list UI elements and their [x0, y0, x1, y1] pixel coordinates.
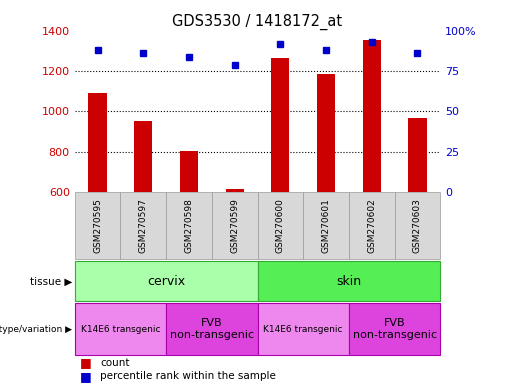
Text: K14E6 transgenic: K14E6 transgenic	[264, 325, 343, 334]
Bar	[271, 58, 289, 192]
Text: ■: ■	[80, 370, 92, 383]
Text: GSM270600: GSM270600	[276, 198, 285, 253]
Text: GSM270597: GSM270597	[139, 198, 148, 253]
Text: percentile rank within the sample: percentile rank within the sample	[100, 371, 277, 381]
Text: GSM270602: GSM270602	[367, 198, 376, 253]
Text: FVB
non-transgenic: FVB non-transgenic	[170, 318, 254, 340]
Text: GDS3530 / 1418172_at: GDS3530 / 1418172_at	[173, 13, 342, 30]
Text: cervix: cervix	[147, 275, 185, 288]
Bar	[134, 121, 152, 192]
Text: K14E6 transgenic: K14E6 transgenic	[81, 325, 160, 334]
Text: genotype/variation ▶: genotype/variation ▶	[0, 325, 72, 334]
Text: GSM270599: GSM270599	[230, 198, 239, 253]
Text: tissue ▶: tissue ▶	[30, 276, 72, 286]
Bar	[226, 189, 244, 192]
Text: GSM270598: GSM270598	[184, 198, 194, 253]
Bar	[89, 93, 107, 192]
Text: ■: ■	[80, 356, 92, 369]
Bar	[363, 40, 381, 192]
Text: GSM270603: GSM270603	[413, 198, 422, 253]
Bar	[317, 74, 335, 192]
Bar	[408, 118, 426, 192]
Text: FVB
non-transgenic: FVB non-transgenic	[353, 318, 437, 340]
Text: GSM270601: GSM270601	[321, 198, 331, 253]
Bar	[180, 151, 198, 192]
Text: count: count	[100, 358, 130, 368]
Text: skin: skin	[336, 275, 362, 288]
Text: GSM270595: GSM270595	[93, 198, 102, 253]
